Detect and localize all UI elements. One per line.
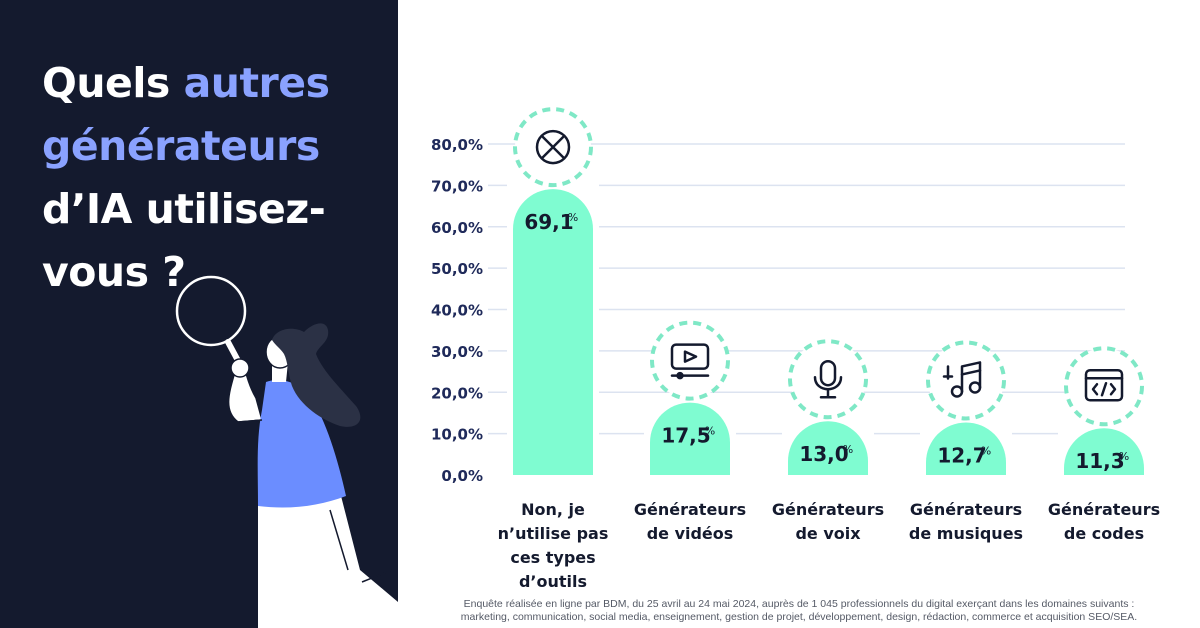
hand-shape [230,358,250,378]
bar [788,421,868,475]
magnifier-lens-icon [175,275,247,347]
bar [1064,428,1144,475]
bar-chart: 0,0% 10,0% 20,0% 30,0% 40,0% 50,0% 60,0% 70,0% 8… [431,107,1160,591]
y-tick-label: 40,0% [431,302,483,320]
category-label: Non, je [521,500,585,519]
left-panel: Quels autres générateurs d’IA utilisez- … [0,0,398,628]
woman-with-magnifier-illustration [175,275,398,628]
category-label: d’outils [519,572,587,591]
video-play-icon [670,343,710,380]
y-tick-label: 30,0% [431,343,483,361]
headline-word-autres: autres [183,59,330,107]
cross-circle-icon [535,129,571,165]
shirt-shape [257,379,346,508]
category-label: Générateurs [634,500,746,519]
bar [926,422,1006,475]
code-window-icon [1084,368,1124,402]
survey-footnote: Enquête réalisée en ligne par BDM, du 25… [418,598,1180,624]
category-label: n’utilise pas [498,524,609,543]
headline-line-4: vous ? [42,248,186,296]
category-label: de voix [795,524,861,543]
y-tick-label: 20,0% [431,384,483,402]
headline-line-3: d’IA utilisez- [42,185,326,233]
value-suffix: % [843,443,853,456]
icon-ring [788,339,868,420]
y-tick-label: 10,0% [431,426,483,444]
value-suffix: % [1119,450,1129,463]
icon-ring [926,340,1006,421]
value-label: 17,5 [661,424,710,448]
category-label: Générateurs [772,500,884,519]
category-label: Générateurs [910,500,1022,519]
category-label: de codes [1064,524,1144,543]
headline-word-quels: Quels [42,59,184,107]
bar [650,402,730,475]
category-label: ces types [510,548,595,567]
footnote-line-1: Enquête réalisée en ligne par BDM, du 25… [463,598,1135,610]
y-tick-label: 60,0% [431,219,483,237]
footnote-line-2: marketing, communication, social media, … [460,611,1138,623]
y-tick-label: 80,0% [431,136,483,154]
music-notes-icon [942,361,982,398]
headline-line-2: générateurs [42,122,320,170]
hair-shape [272,323,361,427]
category-label: de vidéos [647,524,734,543]
microphone-icon [813,359,843,399]
headline-line-1: Quels autres [42,52,372,115]
value-label: 11,3 [1075,449,1124,473]
y-tick-label: 70,0% [431,177,483,195]
value-label: 13,0 [799,442,848,466]
y-tick-label: 0,0% [441,467,483,485]
value-suffix: % [981,444,991,457]
pants-shape [258,492,398,628]
value-label: 69,1 [524,210,573,234]
value-suffix: % [705,425,715,438]
y-tick-label: 50,0% [431,260,483,278]
category-label: Générateurs [1048,500,1160,519]
headline: Quels autres générateurs d’IA utilisez- … [42,52,372,304]
value-label: 12,7 [937,443,986,467]
chart-area: 0,0% 10,0% 20,0% 30,0% 40,0% 50,0% 60,0% 70,0% 8… [398,0,1200,628]
category-label: de musiques [909,524,1023,543]
bar [513,189,593,475]
value-suffix: % [568,211,578,224]
